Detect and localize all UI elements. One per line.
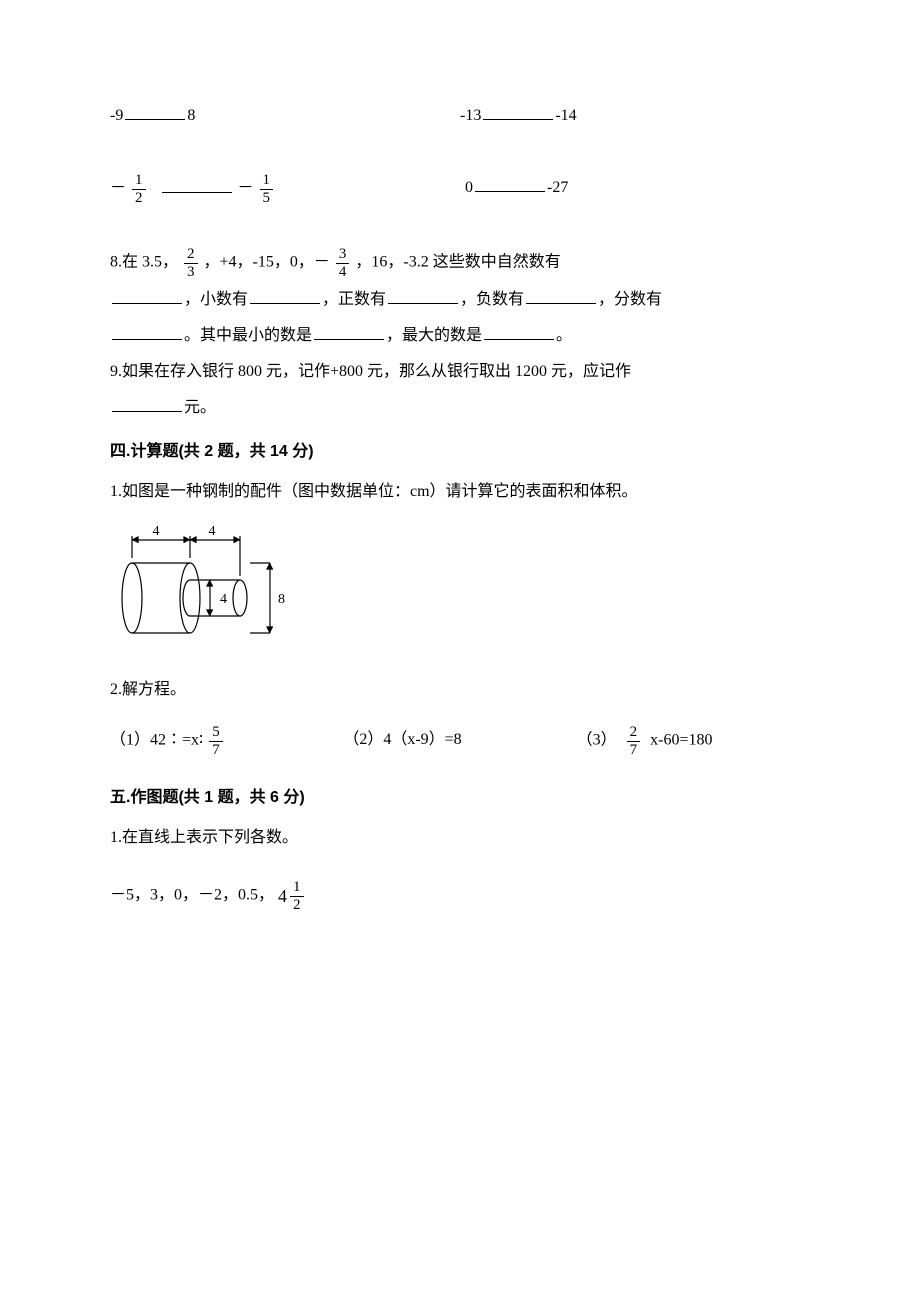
cmp2-frac1-num: 1 [132,172,146,190]
q8-frac2: 3 4 [336,246,350,280]
sec5-mixed-frac: 1 2 [290,879,304,913]
sec5-mixed: 4 1 2 [278,878,306,914]
q9-suffix: 元。 [184,399,216,416]
q8-blank-b [250,287,320,304]
sec4-q1: 1.如图是一种钢制的配件（图中数据单位：cm）请计算它的表面积和体积。 [110,476,810,508]
cmp1-right-b: -14 [555,107,576,124]
eq1-frac: 5 7 [209,724,223,758]
q8-mid1: ，+4，-15，0，－ [204,254,330,271]
eq1: （1）42∶=x∶ 5 7 [110,724,343,758]
q8-frac1-num: 2 [184,246,198,264]
q8-l2d: ，分数有 [598,291,662,308]
q8-blank-c [388,287,458,304]
cmp2-blank [162,176,232,193]
q8-l3b: ，最大的数是 [386,327,482,344]
sec4-q2-head: 2.解方程。 [110,674,810,706]
cmp2-frac2: 1 5 [260,172,274,206]
eq3-suffix: x-60=180 [650,732,712,749]
eq3-prefix: （3） [577,732,617,749]
q8-blank-a [112,287,182,304]
sec5-mixed-num: 1 [290,879,304,897]
cylinder-diagram: 4 4 4 8 [110,518,310,658]
cmp2-frac2-den: 5 [260,190,274,207]
q8-line1: 8.在 3.5， 2 3 ，+4，-15，0，－ 3 4 ，16，-3.2 这些… [110,246,810,280]
comparison-row-1: -9 8 -13 -14 [110,100,810,132]
eq2: （2）4（x-9）=8 [343,724,576,758]
cmp2-prefix: － [110,180,126,197]
comparison-left-1: -9 8 [110,100,460,132]
q8-lead: 8.在 3.5， [110,254,178,271]
cmp1-right-a: -13 [460,107,481,124]
eq3-frac: 2 7 [627,724,641,758]
equations-row: （1）42∶=x∶ 5 7 （2）4（x-9）=8 （3） 2 7 x-60=1… [110,724,810,758]
q8-frac2-den: 4 [336,264,350,281]
sec5-mixed-den: 2 [290,897,304,914]
eq3-frac-den: 7 [627,742,641,759]
q8-blank-e [112,323,182,340]
cmp2-right-a: 0 [465,179,473,196]
comparison-right-1: -13 -14 [460,100,810,132]
dim-top1: 4 [153,524,160,539]
q8-l3a: 。其中最小的数是 [184,327,312,344]
q9-line2: 元。 [110,392,810,424]
q9-line1: 9.如果在存入银行 800 元，记作+800 元，那么从银行取出 1200 元，… [110,356,810,388]
cmp1-left-b: 8 [187,107,195,124]
dim-top2: 4 [209,524,216,539]
dim-inner: 4 [220,592,227,607]
q8-mid2: ，16，-3.2 这些数中自然数有 [355,254,560,271]
page: -9 8 -13 -14 － 1 2 － 1 5 0 -27 8.在 3.5， [0,0,920,1302]
q9-text: 9.如果在存入银行 800 元，记作+800 元，那么从银行取出 1200 元，… [110,363,631,380]
q8-line3: 。其中最小的数是 ，最大的数是 。 [110,320,810,352]
section4-heading: 四.计算题(共 2 题，共 14 分) [110,436,810,468]
cmp2b-blank [475,175,545,192]
section5-heading: 五.作图题(共 1 题，共 6 分) [110,782,810,814]
eq3: （3） 2 7 x-60=180 [577,724,810,758]
q8-blank-f [314,323,384,340]
q8-blank-d [526,287,596,304]
q8-l2a: ，小数有 [184,291,248,308]
q8-blank-g [484,323,554,340]
eq1-frac-num: 5 [209,724,223,742]
q8-l2b: ，正数有 [322,291,386,308]
q8-l3c: 。 [556,327,572,344]
eq3-frac-num: 2 [627,724,641,742]
eq1-prefix: （1）42∶=x∶ [110,732,203,749]
q8-frac1: 2 3 [184,246,198,280]
cmp2-frac1: 1 2 [132,172,146,206]
cmp2-frac2-num: 1 [260,172,274,190]
cmp2-frac1-den: 2 [132,190,146,207]
dim-right: 8 [278,592,285,607]
eq1-frac-den: 7 [209,742,223,759]
comparison-row-2: － 1 2 － 1 5 0 -27 [110,172,810,206]
cmp2-mid: － [238,180,254,197]
sec5-numbers: －5，3，0，－2，0.5， 4 1 2 [110,878,810,914]
eq2-text: （2）4（x-9）=8 [343,731,461,748]
comparison-right-2: 0 -27 [455,172,810,206]
q8-line2: ，小数有 ，正数有 ，负数有 ，分数有 [110,284,810,316]
q8-frac1-den: 3 [184,264,198,281]
sec5-q1: 1.在直线上表示下列各数。 [110,822,810,854]
cmp1-blank [125,103,185,120]
q8-frac2-num: 3 [336,246,350,264]
comparison-left-2: － 1 2 － 1 5 [110,172,455,206]
cmp2-right-b: -27 [547,179,568,196]
sec5-mixed-whole: 4 [278,878,287,914]
q8-l2c: ，负数有 [460,291,524,308]
cmp1-left-a: -9 [110,107,123,124]
cmp1b-blank [483,103,553,120]
q9-blank [112,395,182,412]
sec5-numbers-prefix: －5，3，0，－2，0.5， [110,887,274,904]
